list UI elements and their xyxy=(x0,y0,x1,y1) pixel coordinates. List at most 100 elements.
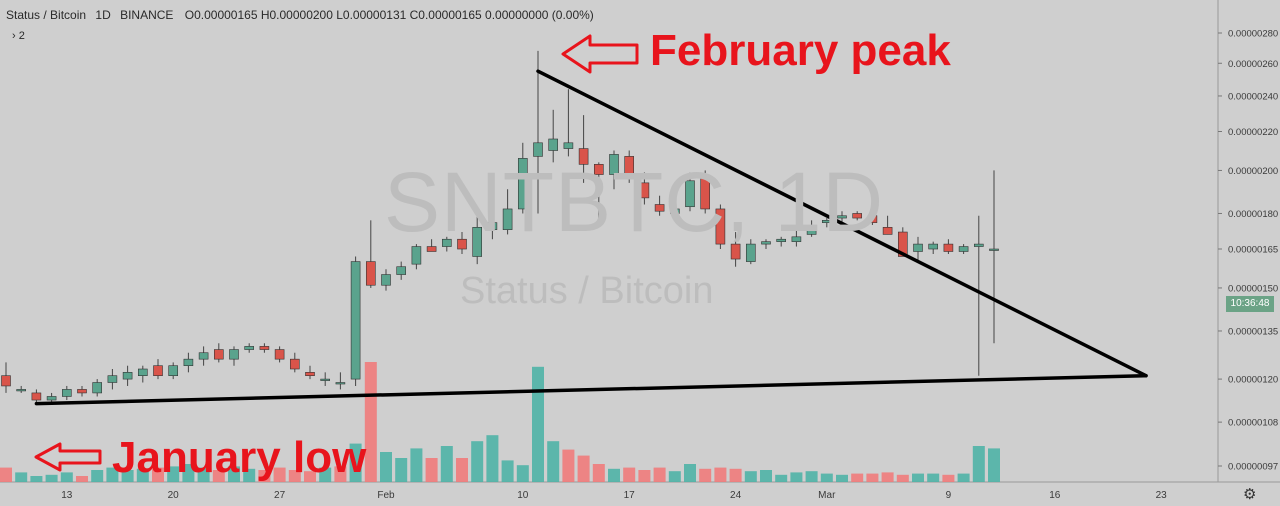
exchange-label: BINANCE xyxy=(120,8,174,22)
current-price-tag: 10:36:48 xyxy=(1226,296,1274,312)
candle-body xyxy=(791,236,802,242)
volume-bar xyxy=(243,468,256,482)
volume-bar xyxy=(182,464,195,482)
annotation-january-low: January low xyxy=(112,433,367,482)
candle-body xyxy=(381,274,391,286)
candle-body xyxy=(806,227,817,235)
candle-body xyxy=(168,365,178,376)
volume-bar xyxy=(304,471,316,482)
candle-body xyxy=(533,142,543,157)
candle-body xyxy=(244,346,254,350)
candle-body xyxy=(821,220,832,223)
candle-body xyxy=(289,358,300,370)
candle-body xyxy=(685,180,695,208)
y-tick-label: 0.00000200 xyxy=(1228,166,1278,177)
x-tick-label: 17 xyxy=(624,490,636,501)
volume-bar xyxy=(577,455,590,482)
volume-bar xyxy=(380,452,392,482)
candle-body xyxy=(350,261,361,380)
candle-body xyxy=(320,378,331,381)
candle-body xyxy=(214,349,224,360)
candle-body xyxy=(92,382,102,394)
candle-body xyxy=(198,352,209,360)
volume-bar xyxy=(608,468,620,482)
volume-bar xyxy=(91,470,104,482)
descending-trendline xyxy=(536,69,1148,378)
candle-body xyxy=(138,368,148,376)
x-tick-label: 16 xyxy=(1049,490,1061,501)
volume-bar xyxy=(167,466,180,482)
interval-label[interactable]: 1D xyxy=(95,8,111,22)
x-tick-label: Feb xyxy=(377,490,395,501)
gear-icon[interactable]: ⚙ xyxy=(1243,486,1257,503)
candle-body xyxy=(989,248,999,251)
volume-bar xyxy=(836,474,848,482)
volume-bar xyxy=(501,460,514,482)
volume-bar xyxy=(532,366,544,482)
volume-bar xyxy=(334,466,347,482)
volume-bar xyxy=(623,467,636,482)
candle-body xyxy=(441,238,452,247)
candle-body xyxy=(852,213,863,219)
candle-body xyxy=(426,246,437,252)
volume-bar xyxy=(942,474,955,482)
y-tick-label: 0.00000108 xyxy=(1228,418,1278,429)
indicator-toggle[interactable]: › 2 xyxy=(12,30,25,42)
volume-bar xyxy=(866,473,879,482)
candle-body xyxy=(745,243,756,262)
volume-bar xyxy=(258,470,271,482)
volume-bar xyxy=(699,468,712,482)
volume-bar xyxy=(440,446,453,482)
y-tick-label: 0.00000240 xyxy=(1228,91,1278,102)
candle-body xyxy=(958,246,969,252)
volume-bar xyxy=(425,458,438,482)
annotation-february-peak: February peak xyxy=(650,26,951,75)
x-tick-label: 27 xyxy=(274,490,286,501)
candle-body xyxy=(122,372,133,380)
volume-bar xyxy=(684,464,696,482)
volume-bar xyxy=(912,473,924,482)
volume-bar xyxy=(790,472,803,482)
x-tick-label: 10 xyxy=(517,490,529,501)
x-tick-label: Mar xyxy=(818,490,836,501)
symbol-title[interactable]: Status / Bitcoin xyxy=(6,8,87,22)
volume-bar xyxy=(592,464,605,482)
candle-body xyxy=(274,349,285,360)
chart-header: Status / Bitcoin 1D BINANCE O0.00000165 … xyxy=(6,8,600,22)
volume-bar xyxy=(152,467,164,482)
volume-bar xyxy=(638,470,651,482)
candle-body xyxy=(578,148,589,165)
ascending-trendline xyxy=(34,373,1148,406)
candle-body xyxy=(593,164,604,175)
volume-bar xyxy=(364,362,377,482)
y-tick-label: 0.00000097 xyxy=(1228,462,1278,473)
candle-body xyxy=(761,241,771,245)
volume-bar xyxy=(228,466,240,482)
volume-bar xyxy=(957,473,970,482)
volume-bar xyxy=(547,441,560,482)
left-arrow-icon xyxy=(34,442,102,472)
candle-body xyxy=(609,154,619,175)
volume-bar xyxy=(805,471,818,482)
candle-body xyxy=(639,182,650,199)
volume-bar xyxy=(288,470,301,482)
y-tick-label: 0.00000280 xyxy=(1228,29,1278,40)
volume-bar xyxy=(197,467,210,482)
volume-bar xyxy=(668,471,681,482)
volume-bar xyxy=(273,467,286,482)
ohlc-readout: O0.00000165 H0.00000200 L0.00000131 C0.0… xyxy=(184,8,594,22)
volume-bar xyxy=(896,474,909,482)
candle-body xyxy=(457,238,467,250)
x-tick-label: 23 xyxy=(1156,490,1168,501)
volume-bar xyxy=(653,467,666,482)
volume-bar xyxy=(349,443,362,482)
volume-bar xyxy=(927,473,940,482)
candle-body xyxy=(61,389,72,397)
x-tick-label: 13 xyxy=(61,490,73,501)
volume-bar xyxy=(45,474,58,482)
volume-bar xyxy=(0,467,12,482)
x-tick-label: 24 xyxy=(730,490,742,501)
volume-bar xyxy=(988,448,1000,482)
